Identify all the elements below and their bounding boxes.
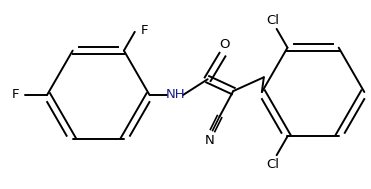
Text: F: F bbox=[12, 88, 19, 101]
Text: Cl: Cl bbox=[266, 14, 279, 26]
Text: NH: NH bbox=[165, 88, 185, 101]
Text: N: N bbox=[205, 134, 214, 147]
Text: O: O bbox=[219, 38, 230, 51]
Text: Cl: Cl bbox=[266, 158, 279, 170]
Text: F: F bbox=[141, 24, 148, 37]
